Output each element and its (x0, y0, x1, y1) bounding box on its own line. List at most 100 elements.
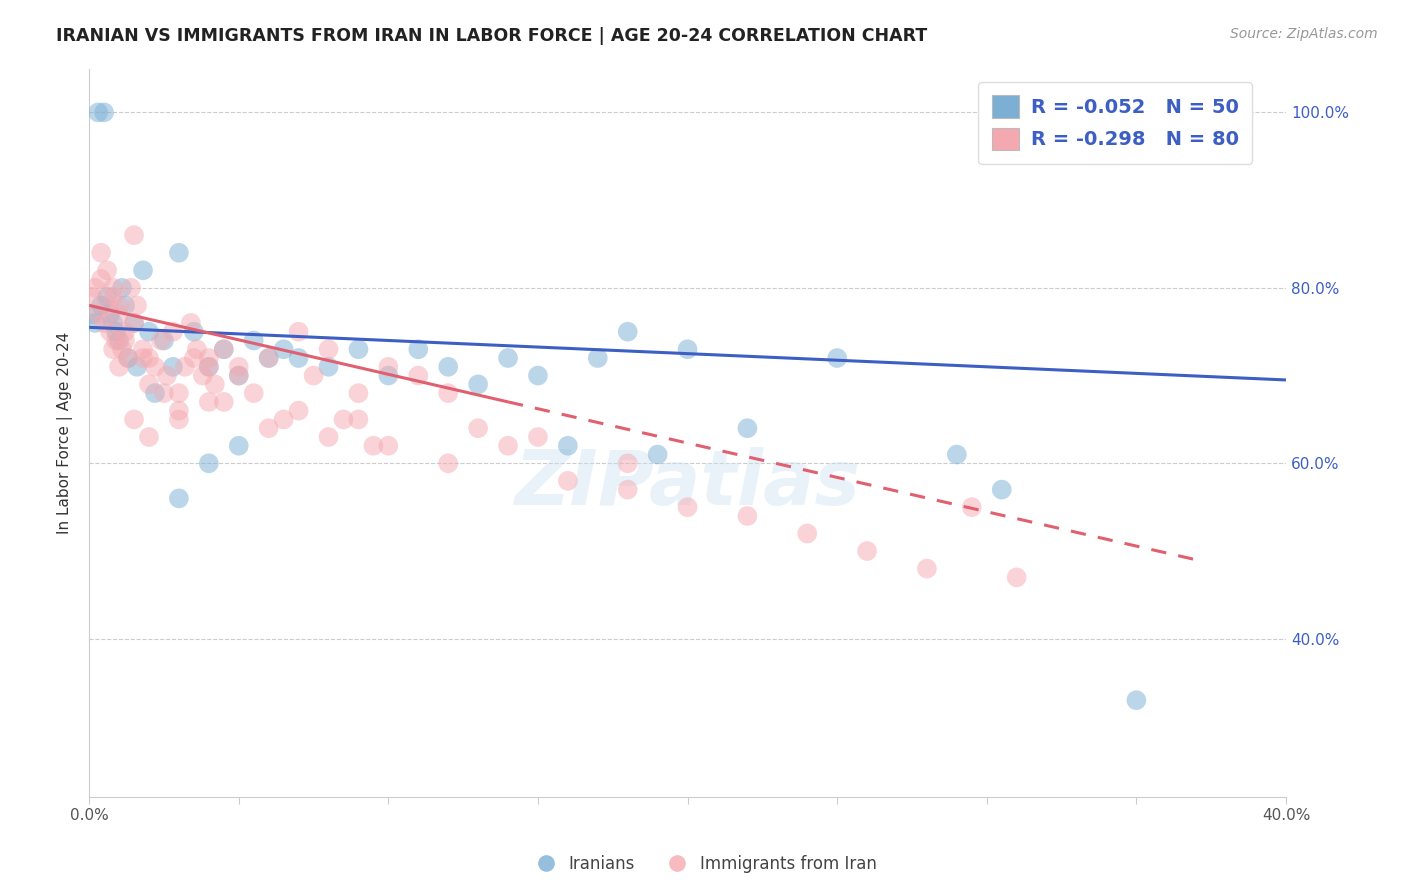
Point (114, 334, 136, 348)
Point (212, 395, 235, 409)
Y-axis label: In Labor Force | Age 20-24: In Labor Force | Age 20-24 (58, 332, 73, 533)
Point (96, 298, 118, 312)
Point (186, 343, 208, 357)
Point (167, 245, 190, 260)
Point (180, 316, 202, 330)
Point (143, 386, 166, 401)
Point (153, 334, 176, 348)
Point (138, 377, 160, 392)
Point (111, 281, 134, 295)
Point (149, 334, 172, 348)
Point (737, 508, 759, 523)
Point (318, 359, 340, 374)
Point (302, 368, 325, 383)
Point (132, 351, 155, 365)
Point (257, 351, 280, 365)
Point (167, 386, 190, 401)
Point (527, 368, 550, 383)
Point (98, 325, 121, 339)
Point (586, 351, 609, 365)
Text: IRANIAN VS IMMIGRANTS FROM IRAN IN LABOR FORCE | AGE 20-24 CORRELATION CHART: IRANIAN VS IMMIGRANTS FROM IRAN IN LABOR… (56, 27, 928, 45)
Point (114, 325, 136, 339)
Point (108, 359, 131, 374)
Point (84, 316, 107, 330)
Point (212, 343, 235, 357)
Point (647, 448, 669, 462)
Point (101, 316, 124, 330)
Point (437, 386, 460, 401)
Text: Source: ZipAtlas.com: Source: ZipAtlas.com (1230, 27, 1378, 41)
Point (198, 351, 221, 365)
Point (287, 403, 309, 417)
Point (406, 343, 429, 357)
Point (198, 456, 221, 470)
Point (676, 500, 699, 515)
Point (153, 386, 176, 401)
Point (114, 298, 136, 312)
Point (467, 421, 489, 435)
Point (138, 351, 160, 365)
Point (1125, 693, 1147, 707)
Point (90, 245, 112, 260)
Point (406, 368, 429, 383)
Point (122, 228, 145, 243)
Point (527, 430, 550, 444)
Point (138, 430, 160, 444)
Point (84, 281, 107, 295)
Point (108, 298, 131, 312)
Point (347, 412, 370, 426)
Point (198, 395, 221, 409)
Point (318, 430, 340, 444)
Point (377, 368, 399, 383)
Point (198, 359, 221, 374)
Point (737, 421, 759, 435)
Point (162, 359, 184, 374)
Point (228, 368, 250, 383)
Point (108, 307, 131, 321)
Point (557, 439, 579, 453)
Point (347, 386, 370, 401)
Point (377, 439, 399, 453)
Point (101, 290, 124, 304)
Point (332, 412, 354, 426)
Point (676, 343, 699, 357)
Point (228, 359, 250, 374)
Point (138, 325, 160, 339)
Point (496, 439, 519, 453)
Point (93, 316, 115, 330)
Point (437, 456, 460, 470)
Point (242, 334, 264, 348)
Point (1005, 570, 1028, 584)
Point (167, 491, 190, 506)
Point (96, 263, 118, 277)
Point (98, 307, 121, 321)
Point (82, 307, 104, 321)
Point (616, 325, 638, 339)
Point (198, 359, 221, 374)
Point (191, 368, 214, 383)
Point (960, 500, 983, 515)
Point (856, 544, 879, 558)
Point (616, 456, 638, 470)
Point (125, 298, 148, 312)
Point (796, 526, 818, 541)
Point (90, 272, 112, 286)
Point (242, 386, 264, 401)
Point (117, 351, 139, 365)
Point (437, 359, 460, 374)
Point (122, 316, 145, 330)
Point (273, 412, 295, 426)
Point (616, 483, 638, 497)
Point (125, 359, 148, 374)
Point (825, 351, 848, 365)
Point (257, 421, 280, 435)
Point (101, 343, 124, 357)
Point (132, 343, 155, 357)
Point (108, 334, 131, 348)
Point (347, 343, 370, 357)
Point (377, 359, 399, 374)
Point (120, 281, 142, 295)
Point (111, 343, 134, 357)
Point (990, 483, 1012, 497)
Legend: Iranians, Immigrants from Iran: Iranians, Immigrants from Iran (522, 848, 884, 880)
